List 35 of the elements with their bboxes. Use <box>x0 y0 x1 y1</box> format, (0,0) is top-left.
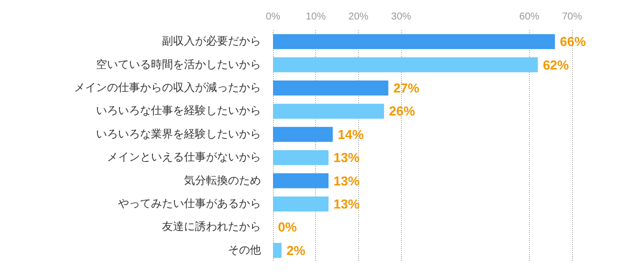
y-tick-label: 友達に誘われたから <box>162 220 261 234</box>
y-tick-label: 空いている時間を活かしたいから <box>96 58 261 71</box>
y-tick-label: やってみたい仕事があるから <box>118 197 261 210</box>
y-tick-label: メインといえる仕事がないから <box>107 150 261 164</box>
y-tick-label: メインの仕事からの収入が減ったから <box>74 81 261 94</box>
x-tick-label: 30% <box>391 12 412 22</box>
bar <box>273 34 555 50</box>
bar <box>273 173 329 188</box>
x-tick-label: 0% <box>266 12 280 22</box>
x-tick-label: 70% <box>562 12 582 22</box>
data-label: 2% <box>286 242 306 258</box>
data-label: 66% <box>560 34 586 50</box>
x-tick-label: 20% <box>348 12 369 22</box>
data-label: 13% <box>334 173 360 188</box>
data-label: 0% <box>278 220 298 235</box>
data-label: 26% <box>389 104 416 119</box>
y-tick-label: いろいろな業界を経験したいから <box>96 128 261 140</box>
y-tick-label: 副収入が必要だから <box>162 34 261 48</box>
bar <box>273 242 282 258</box>
bar <box>273 57 538 72</box>
x-tick-label: 10% <box>306 12 326 22</box>
bar <box>273 196 329 212</box>
data-label: 27% <box>393 80 420 96</box>
bar <box>273 80 388 96</box>
data-label: 14% <box>338 126 364 142</box>
data-label: 13% <box>334 150 360 166</box>
bar <box>273 104 384 119</box>
data-label: 13% <box>334 196 360 212</box>
y-tick-label: その他 <box>228 244 261 256</box>
y-tick-label: いろいろな仕事を経験したいから <box>96 104 261 118</box>
bar <box>273 126 333 142</box>
y-tick-label: 気分転換のため <box>184 174 261 187</box>
data-label: 62% <box>542 57 570 72</box>
bar <box>273 150 329 166</box>
x-tick-label: 60% <box>519 12 540 22</box>
